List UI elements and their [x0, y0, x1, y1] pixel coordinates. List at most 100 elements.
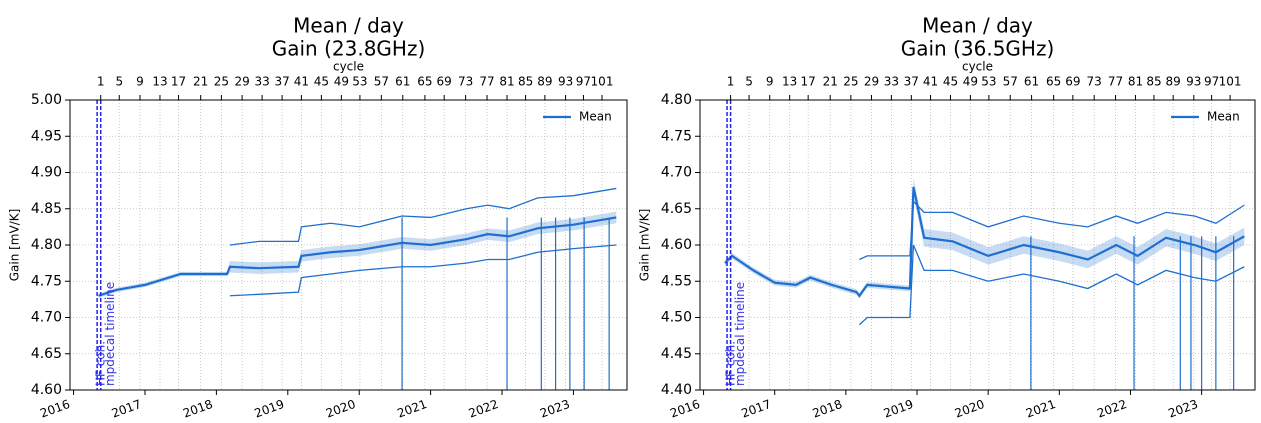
x-tick-label: 2016: [668, 397, 701, 421]
y-tick-label: 4.95: [31, 128, 62, 144]
y-axis-label: Gain [mV/K]: [638, 209, 652, 282]
chart-title: Mean / day: [922, 14, 1033, 38]
upper-line: [229, 187, 617, 246]
x2-tick-label: 53: [981, 75, 996, 89]
x-tick-label: 2020: [953, 397, 986, 421]
x2-tick-label: 49: [963, 75, 978, 89]
x2-axis-label: cycle: [333, 60, 364, 74]
y-tick-label: 4.75: [661, 128, 692, 144]
x2-tick-label: 21: [193, 75, 208, 89]
x2-tick-label: 61: [1024, 75, 1039, 89]
x2-tick-label: 25: [843, 75, 858, 89]
y-tick-label: 4.50: [661, 310, 692, 326]
x2-tick-label: 29: [234, 75, 249, 89]
event-label: mpdecal timeline: [103, 282, 117, 386]
x2-tick-label: 57: [1003, 75, 1018, 89]
legend-label: Mean: [1207, 110, 1240, 124]
x2-tick-label: 81: [1128, 75, 1143, 89]
x2-tick-label: 17: [801, 75, 816, 89]
event-label: HF coh.: [94, 341, 108, 386]
x2-tick-label: 1: [97, 75, 105, 89]
x2-tick-label: 77: [1108, 75, 1123, 89]
x2-tick-label: 25: [214, 75, 229, 89]
x-tick-label: 2020: [324, 397, 357, 421]
x2-tick-label: 93: [558, 75, 573, 89]
plot-frame: [69, 99, 628, 391]
x-tick-label: 2022: [1095, 397, 1128, 421]
y-tick-label: 4.45: [661, 346, 692, 362]
x2-tick-label: 85: [518, 75, 533, 89]
mean-line: [724, 186, 1245, 298]
x2-tick-label: 65: [1046, 75, 1061, 89]
x-tick-label: 2018: [811, 397, 844, 421]
chart-subtitle: Gain (23.8GHz): [272, 37, 426, 61]
x2-tick-label: 85: [1146, 75, 1161, 89]
x2-tick-label: 33: [254, 75, 269, 89]
event-label: mpdecal timeline: [733, 282, 747, 386]
x2-tick-label: 97: [576, 75, 591, 89]
x2-tick-label: 69: [437, 75, 452, 89]
y-tick-label: 4.80: [661, 92, 692, 108]
x2-tick-label: 45: [943, 75, 958, 89]
x2-tick-label: 89: [1166, 75, 1181, 89]
x2-tick-label: 21: [823, 75, 838, 89]
x2-tick-label: 65: [417, 75, 432, 89]
chart-title: Mean / day: [293, 14, 404, 38]
x2-tick-label: 69: [1065, 75, 1080, 89]
x2-tick-label: 9: [136, 75, 144, 89]
x2-tick-label: 13: [152, 75, 167, 89]
y-tick-label: 4.65: [661, 201, 692, 217]
x2-tick-label: 17: [171, 75, 186, 89]
x-tick-label: 2017: [110, 397, 143, 421]
x-tick-label: 2023: [1166, 397, 1199, 421]
x2-tick-label: 37: [904, 75, 919, 89]
x-tick-label: 2021: [1024, 397, 1057, 421]
y-tick-label: 4.55: [661, 273, 692, 289]
y-tick-label: 4.85: [31, 201, 62, 217]
x2-tick-label: 81: [499, 75, 514, 89]
y-tick-label: 4.75: [31, 273, 62, 289]
x2-tick-label: 45: [314, 75, 329, 89]
x2-tick-label: 77: [479, 75, 494, 89]
x2-tick-label: 61: [395, 75, 410, 89]
x2-tick-label: 5: [745, 75, 753, 89]
y-tick-label: 4.80: [31, 237, 62, 253]
legend-label: Mean: [579, 110, 612, 124]
plot-frame: [699, 99, 1256, 391]
x2-tick-label: 89: [537, 75, 552, 89]
x2-tick-label: 57: [374, 75, 389, 89]
event-label: HF coh.: [724, 341, 738, 386]
x2-tick-label: 37: [274, 75, 289, 89]
x2-tick-label: 97: [1204, 75, 1219, 89]
y-tick-label: 4.60: [31, 382, 62, 398]
x2-tick-label: 101: [1219, 75, 1242, 89]
x2-tick-label: 49: [334, 75, 349, 89]
x2-tick-label: 101: [591, 75, 614, 89]
x-tick-label: 2019: [253, 397, 286, 421]
y-tick-label: 4.70: [661, 165, 692, 181]
x-tick-label: 2018: [181, 397, 214, 421]
x2-axis-label: cycle: [962, 60, 993, 74]
x-tick-label: 2021: [395, 397, 428, 421]
y-tick-label: 4.70: [31, 310, 62, 326]
x2-tick-label: 41: [923, 75, 938, 89]
x-tick-label: 2016: [38, 397, 71, 421]
y-axis-label: Gain [mV/K]: [8, 209, 22, 282]
x2-tick-label: 73: [458, 75, 473, 89]
x2-tick-label: 73: [1087, 75, 1102, 89]
lower-line: [229, 244, 617, 297]
x2-tick-label: 29: [864, 75, 879, 89]
x2-tick-label: 5: [115, 75, 123, 89]
x2-tick-label: 13: [782, 75, 797, 89]
x-tick-label: 2019: [882, 397, 915, 421]
mean-line: [98, 216, 617, 297]
x2-tick-label: 9: [766, 75, 774, 89]
x-tick-label: 2017: [739, 397, 772, 421]
x-tick-label: 2022: [467, 397, 500, 421]
y-tick-label: 4.90: [31, 165, 62, 181]
x2-tick-label: 41: [294, 75, 309, 89]
y-tick-label: 4.65: [31, 346, 62, 362]
y-tick-label: 5.00: [31, 92, 62, 108]
y-tick-label: 4.60: [661, 237, 692, 253]
